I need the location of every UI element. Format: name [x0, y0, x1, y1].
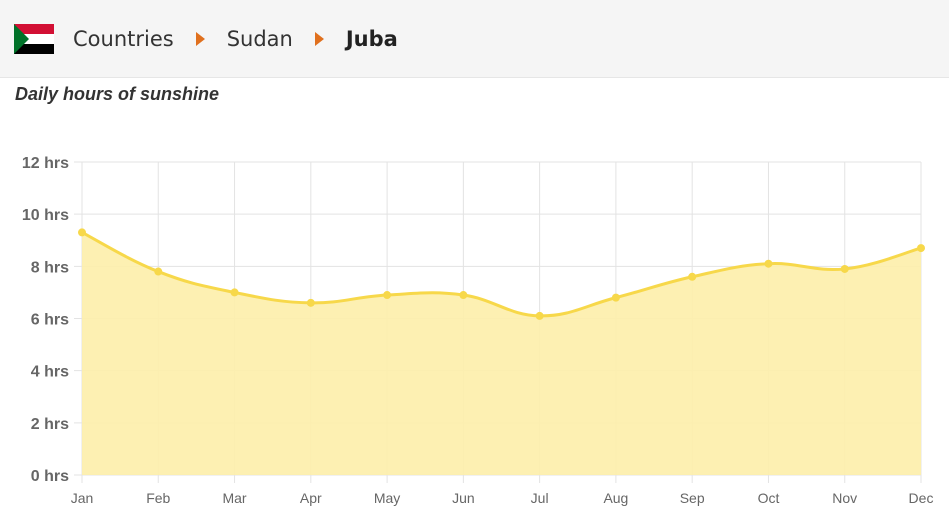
data-point-feb[interactable]: [154, 267, 163, 276]
y-tick-label: 2 hrs: [31, 416, 69, 433]
x-tick-label: May: [374, 490, 400, 506]
data-point-sep[interactable]: [688, 272, 697, 281]
y-tick-label: 0 hrs: [31, 468, 69, 485]
data-point-mar[interactable]: [230, 288, 239, 297]
data-point-jul[interactable]: [535, 311, 544, 320]
chart-title: Daily hours of sunshine: [15, 84, 220, 104]
data-point-oct[interactable]: [764, 259, 773, 268]
triangle-right-icon: [195, 31, 205, 46]
data-point-aug[interactable]: [611, 293, 620, 302]
y-tick-label: 6 hrs: [31, 312, 69, 329]
x-tick-label: Apr: [300, 490, 322, 506]
chart-area-layer: [81, 231, 922, 475]
sunshine-area: [82, 232, 921, 475]
x-tick-label: Sep: [680, 490, 705, 506]
data-point-apr[interactable]: [306, 298, 315, 307]
breadcrumb: Countries Sudan Juba: [0, 0, 949, 78]
y-tick-label: 12 hrs: [22, 155, 69, 172]
data-point-jun[interactable]: [459, 291, 468, 300]
x-tick-label: Mar: [222, 490, 246, 506]
data-point-dec[interactable]: [917, 244, 925, 253]
x-tick-label: Jul: [531, 490, 549, 506]
triangle-right-icon: [314, 31, 324, 46]
y-tick-label: 10 hrs: [22, 207, 69, 224]
x-tick-label: Oct: [758, 490, 780, 506]
x-tick-label: Feb: [146, 490, 170, 506]
sudan-flag-icon: [14, 23, 54, 54]
chart-points: [78, 228, 925, 320]
data-point-nov[interactable]: [840, 264, 849, 273]
x-axis-ticks: Jan Feb Mar Apr May Jun Jul Aug Sep Oct Nov Dec: [71, 490, 934, 506]
data-point-jan[interactable]: [78, 228, 86, 237]
breadcrumb-sudan[interactable]: Sudan: [226, 26, 293, 51]
breadcrumb-countries[interactable]: Countries: [73, 26, 174, 51]
x-tick-label: Aug: [603, 490, 628, 506]
y-tick-label: 8 hrs: [31, 259, 69, 276]
data-point-may[interactable]: [383, 291, 392, 300]
x-tick-label: Dec: [909, 490, 934, 506]
x-tick-label: Jan: [71, 490, 94, 506]
y-tick-label: 4 hrs: [31, 364, 69, 381]
x-tick-label: Nov: [832, 490, 857, 506]
sunshine-line: [81, 231, 922, 318]
breadcrumb-juba: Juba: [345, 26, 398, 51]
y-axis-ticks: 0 hrs 2 hrs 4 hrs 6 hrs 8 hrs 10 hrs 12 hrs: [22, 155, 69, 485]
x-tick-label: Jun: [452, 490, 475, 506]
